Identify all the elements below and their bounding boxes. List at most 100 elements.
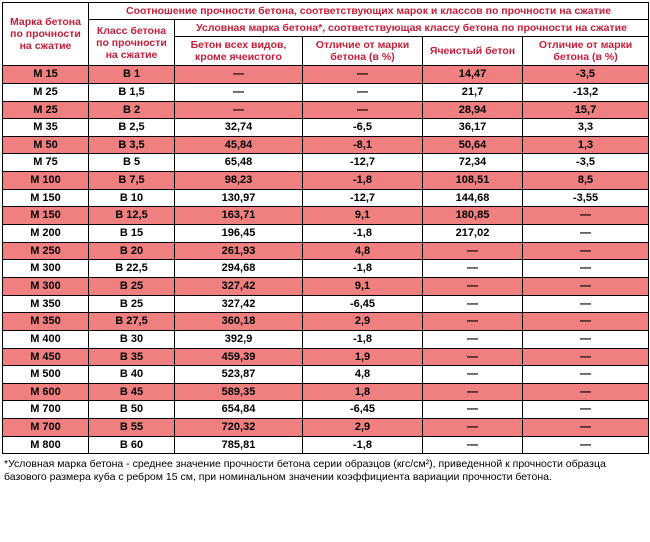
cell: В 15 (89, 225, 175, 243)
table-row: М 25В 2——28,9415,7 (3, 101, 649, 119)
cell: М 150 (3, 207, 89, 225)
cell: 2,9 (303, 313, 423, 331)
cell: — (523, 419, 649, 437)
table-row: М 450В 35459,391,9—— (3, 348, 649, 366)
cell: 360,18 (175, 313, 303, 331)
cell: 72,34 (423, 154, 523, 172)
table-row: М 150В 12,5163,719,1180,85— (3, 207, 649, 225)
cell: 9,1 (303, 277, 423, 295)
cell: — (303, 101, 423, 119)
cell: — (523, 401, 649, 419)
cell: М 500 (3, 366, 89, 384)
table-row: М 75В 565,48-12,772,34-3,5 (3, 154, 649, 172)
cell: 4,8 (303, 366, 423, 384)
concrete-strength-table: Марка бетона по прочности на сжатие Соот… (2, 2, 649, 454)
cell: М 25 (3, 101, 89, 119)
cell: М 700 (3, 419, 89, 437)
cell: 196,45 (175, 225, 303, 243)
table-header: Марка бетона по прочности на сжатие Соот… (3, 3, 649, 66)
cell: 50,64 (423, 136, 523, 154)
cell: В 2 (89, 101, 175, 119)
cell: 8,5 (523, 172, 649, 190)
cell: 108,51 (423, 172, 523, 190)
cell: 28,94 (423, 101, 523, 119)
cell: М 600 (3, 383, 89, 401)
cell: — (423, 348, 523, 366)
table-body: М 15В 1——14,47-3,5М 25В 1,5——21,7-13,2М … (3, 66, 649, 454)
table-row: М 300В 22,5294,68-1,8—— (3, 260, 649, 278)
cell: В 25 (89, 277, 175, 295)
cell: В 50 (89, 401, 175, 419)
table-row: М 150В 10130,97-12,7144,68-3,55 (3, 189, 649, 207)
cell: — (423, 277, 523, 295)
table-row: М 700В 50654,84-6,45—— (3, 401, 649, 419)
cell: М 350 (3, 313, 89, 331)
cell: -1,8 (303, 330, 423, 348)
cell: В 45 (89, 383, 175, 401)
cell: М 250 (3, 242, 89, 260)
header-col1: Класс бетона по прочности на сжатие (89, 20, 175, 66)
cell: 523,87 (175, 366, 303, 384)
table-row: М 250В 20261,934,8—— (3, 242, 649, 260)
cell: М 700 (3, 401, 89, 419)
cell: 32,74 (175, 119, 303, 137)
cell: 459,39 (175, 348, 303, 366)
cell: 65,48 (175, 154, 303, 172)
cell: В 25 (89, 295, 175, 313)
cell: М 25 (3, 83, 89, 101)
cell: — (175, 101, 303, 119)
cell: В 2,5 (89, 119, 175, 137)
cell: -12,7 (303, 154, 423, 172)
cell: 1,9 (303, 348, 423, 366)
cell: М 200 (3, 225, 89, 243)
cell: — (175, 66, 303, 84)
cell: 1,8 (303, 383, 423, 401)
cell: М 75 (3, 154, 89, 172)
cell: М 800 (3, 436, 89, 454)
cell: 261,93 (175, 242, 303, 260)
cell: В 55 (89, 419, 175, 437)
table-row: М 200В 15196,45-1,8217,02— (3, 225, 649, 243)
table-row: М 100В 7,598,23-1,8108,518,5 (3, 172, 649, 190)
cell: — (523, 348, 649, 366)
cell: 327,42 (175, 277, 303, 295)
cell: М 50 (3, 136, 89, 154)
cell: М 100 (3, 172, 89, 190)
cell: В 1,5 (89, 83, 175, 101)
header-col3: Отличие от марки бетона (в %) (303, 37, 423, 66)
cell: В 5 (89, 154, 175, 172)
cell: 217,02 (423, 225, 523, 243)
cell: М 300 (3, 277, 89, 295)
cell: 2,9 (303, 419, 423, 437)
cell: В 10 (89, 189, 175, 207)
cell: — (523, 207, 649, 225)
header-main-title: Соотношение прочности бетона, соответств… (89, 3, 649, 20)
cell: -1,8 (303, 436, 423, 454)
cell: В 60 (89, 436, 175, 454)
cell: 163,71 (175, 207, 303, 225)
cell: -6,45 (303, 401, 423, 419)
cell: — (423, 242, 523, 260)
header-col0: Марка бетона по прочности на сжатие (3, 3, 89, 66)
cell: — (303, 83, 423, 101)
cell: -3,55 (523, 189, 649, 207)
cell: — (523, 436, 649, 454)
cell: — (523, 242, 649, 260)
cell: В 12,5 (89, 207, 175, 225)
header-col2: Бетон всех видов, кроме ячеистого (175, 37, 303, 66)
cell: 14,47 (423, 66, 523, 84)
cell: В 3,5 (89, 136, 175, 154)
table-row: М 50В 3,545,84-8,150,641,3 (3, 136, 649, 154)
cell: М 150 (3, 189, 89, 207)
cell: — (423, 313, 523, 331)
cell: В 40 (89, 366, 175, 384)
cell: -3,5 (523, 154, 649, 172)
cell: В 7,5 (89, 172, 175, 190)
cell: -6,45 (303, 295, 423, 313)
cell: — (423, 419, 523, 437)
cell: 21,7 (423, 83, 523, 101)
cell: 327,42 (175, 295, 303, 313)
cell: 144,68 (423, 189, 523, 207)
cell: 36,17 (423, 119, 523, 137)
cell: — (423, 260, 523, 278)
